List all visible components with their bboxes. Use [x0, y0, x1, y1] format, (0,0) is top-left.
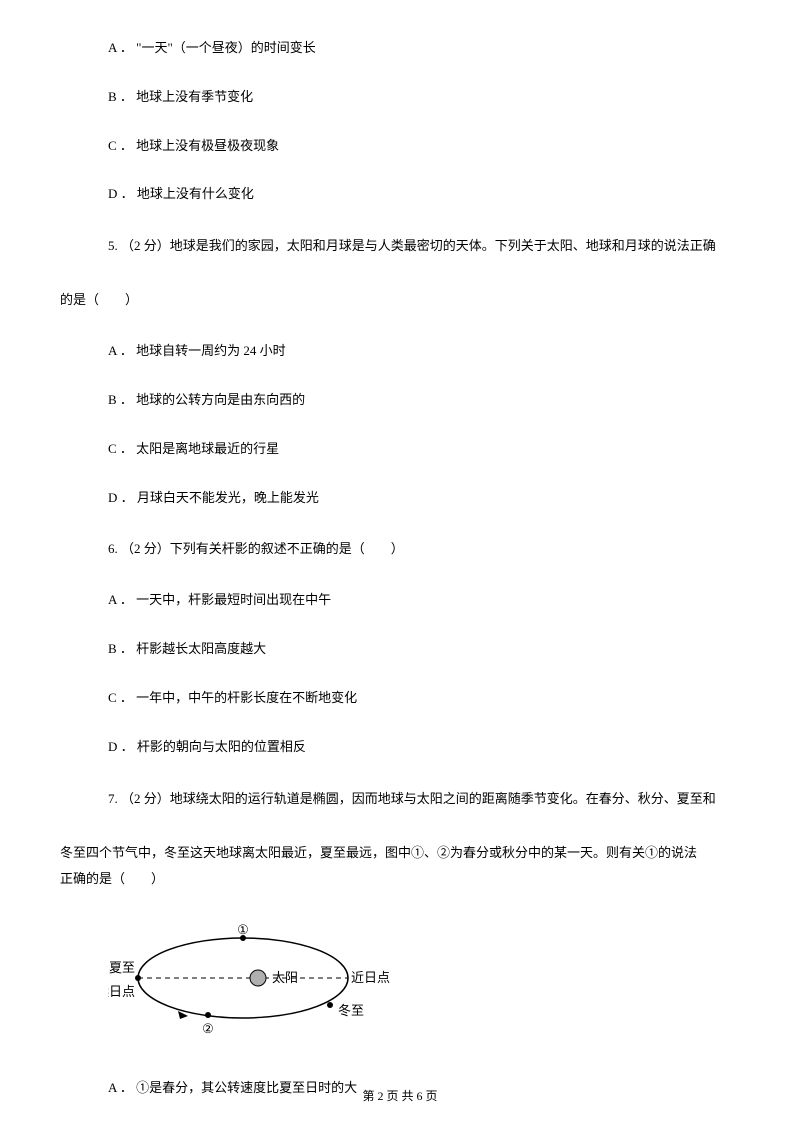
q6-option-b: B ． 杆影越长太阳高度越大	[60, 639, 740, 660]
svg-text:①: ①	[237, 922, 249, 937]
orbit-svg: ① ② 夏至远日点 近日点冬至 太阳	[108, 920, 398, 1045]
q4-option-a: A ． "一天"（一个昼夜）的时间变长	[60, 38, 740, 59]
q7-stem: 7. （2 分）地球绕太阳的运行轨道是椭圆，因而地球与太阳之间的距离随季节变化。…	[60, 786, 740, 812]
q7-stem-cont2: 冬至四个节气中，冬至这天地球离太阳最近，夏至最远，图中①、②为春分或秋分中的某一…	[60, 840, 740, 866]
q7-stem-cont3: 正确的是（ ）	[60, 866, 740, 892]
q5-stem: 5. （2 分）地球是我们的家园，太阳和月球是与人类最密切的天体。下列关于太阳、…	[60, 233, 740, 259]
q6-stem: 6. （2 分）下列有关杆影的叙述不正确的是（ ）	[60, 536, 740, 562]
q4-option-d: D ． 地球上没有什么变化	[60, 184, 740, 205]
svg-text:近日点: 近日点	[351, 970, 390, 985]
page-footer: 第 2 页 共 6 页	[0, 1087, 800, 1104]
svg-text:②: ②	[202, 1021, 214, 1036]
q5-option-c: C ． 太阳是离地球最近的行星	[60, 439, 740, 460]
q6-option-d: D ． 杆影的朝向与太阳的位置相反	[60, 737, 740, 758]
q5-option-a: A ． 地球自转一周约为 24 小时	[60, 341, 740, 362]
q6-option-a: A ． 一天中，杆影最短时间出现在中午	[60, 590, 740, 611]
q5-stem-cont: 的是（ ）	[60, 287, 740, 313]
q7-stem-text1: 7. （2 分）地球绕太阳的运行轨道是椭圆，因而地球与太阳之间的距离随季节变化。…	[108, 791, 716, 806]
svg-text:夏至: 夏至	[109, 960, 135, 975]
orbit-diagram: ① ② 夏至远日点 近日点冬至 太阳	[108, 920, 740, 1050]
svg-text:远日点: 远日点	[108, 984, 135, 999]
q5-option-b: B ． 地球的公转方向是由东向西的	[60, 390, 740, 411]
q5-option-d: D ． 月球白天不能发光，晚上能发光	[60, 488, 740, 509]
q4-option-b: B ． 地球上没有季节变化	[60, 87, 740, 108]
q6-option-c: C ． 一年中，中午的杆影长度在不断地变化	[60, 688, 740, 709]
svg-text:太阳: 太阳	[272, 970, 298, 985]
svg-text:冬至: 冬至	[338, 1003, 364, 1018]
q5-stem-text1: 5. （2 分）地球是我们的家园，太阳和月球是与人类最密切的天体。下列关于太阳、…	[108, 238, 716, 253]
q4-option-c: C ． 地球上没有极昼极夜现象	[60, 136, 740, 157]
